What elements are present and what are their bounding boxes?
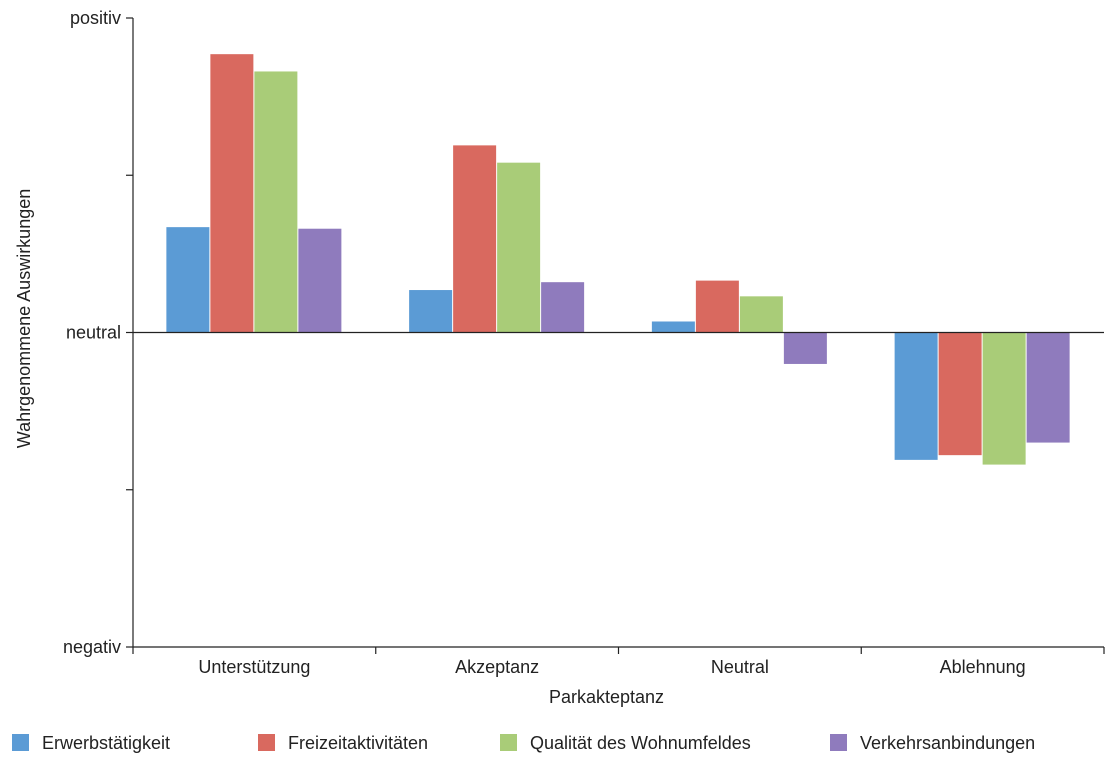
x-category-label: Ablehnung xyxy=(940,657,1026,677)
legend-item: Freizeitaktivitäten xyxy=(258,733,428,753)
bar xyxy=(695,280,739,333)
bar xyxy=(254,71,298,333)
bar xyxy=(783,332,827,364)
legend-label: Verkehrsanbindungen xyxy=(860,733,1035,753)
bar xyxy=(651,321,695,333)
legend-label: Erwerbstätigkeit xyxy=(42,733,170,753)
x-ticks: Unterstützung Akzeptanz Neutral Ablehnung xyxy=(132,647,1105,677)
legend-label: Qualität des Wohnumfeldes xyxy=(530,733,751,753)
bar xyxy=(298,228,342,333)
legend-swatch xyxy=(12,734,29,751)
legend-item: Verkehrsanbindungen xyxy=(830,733,1035,753)
bar xyxy=(409,290,453,333)
bar xyxy=(894,332,938,460)
y-ticks: positiv neutral negativ xyxy=(63,8,133,657)
legend: Erwerbstätigkeit Freizeitaktivitäten Quali… xyxy=(12,733,1035,753)
y-tick-label: neutral xyxy=(66,323,121,343)
x-category-label: Akzeptanz xyxy=(455,657,539,677)
legend-swatch xyxy=(258,734,275,751)
bar xyxy=(453,145,497,333)
bar xyxy=(982,332,1026,465)
bar xyxy=(739,296,783,333)
bar xyxy=(1026,332,1070,443)
bar xyxy=(166,227,210,333)
legend-item: Qualität des Wohnumfeldes xyxy=(500,733,751,753)
legend-swatch xyxy=(830,734,847,751)
y-tick-label: positiv xyxy=(70,8,121,28)
legend-item: Erwerbstätigkeit xyxy=(12,733,170,753)
bar xyxy=(541,282,585,333)
x-category-label: Unterstützung xyxy=(198,657,310,677)
bar xyxy=(497,162,541,333)
y-axis-title: Wahrgenommene Auswirkungen xyxy=(14,189,34,448)
bar xyxy=(938,332,982,456)
legend-label: Freizeitaktivitäten xyxy=(288,733,428,753)
bar xyxy=(210,54,254,333)
y-tick-label: negativ xyxy=(63,637,121,657)
legend-swatch xyxy=(500,734,517,751)
x-category-label: Neutral xyxy=(711,657,769,677)
x-axis-title: Parkakteptanz xyxy=(549,687,664,707)
bars-layer xyxy=(166,54,1070,465)
